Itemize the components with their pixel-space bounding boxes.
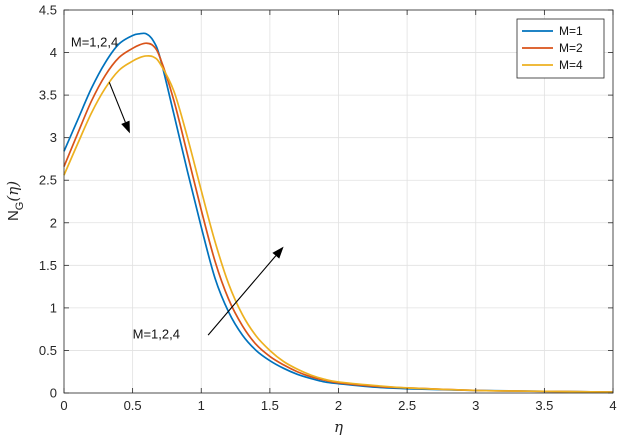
x-tick-label: 3.5 (535, 398, 553, 413)
legend-label: M=4 (559, 58, 583, 72)
x-tick-label: 1 (198, 398, 205, 413)
x-tick-label: 2.5 (398, 398, 416, 413)
y-tick-label: 4 (50, 45, 57, 60)
y-axis-label-argument: (η) (4, 181, 22, 202)
annotations: M=1,2,4 M=1,2,4 (71, 35, 284, 342)
series-line-2 (63, 42, 614, 393)
y-tick-label: 2.5 (39, 173, 57, 188)
y-tick-label: 3 (50, 130, 57, 145)
legend: M=1 M=2 M=4 (516, 18, 605, 79)
x-tick-label: 2 (335, 398, 342, 413)
y-tick-label: 3.5 (39, 88, 57, 103)
series-layer (63, 32, 614, 393)
annotation-arrow-head (121, 120, 130, 134)
y-tick-label: 1.5 (39, 258, 57, 273)
annotation-arrow-line (108, 82, 126, 123)
annotation-label: M=1,2,4 (71, 35, 118, 50)
x-tick-label: 0.5 (124, 398, 142, 413)
y-tick-label: 2 (50, 215, 57, 230)
series-line-3 (63, 54, 614, 393)
y-tick-label: 1 (50, 300, 57, 315)
svg-text:NG(η): NG(η) (4, 181, 26, 221)
legend-label: M=1 (559, 24, 583, 38)
x-tick-label: 0 (60, 398, 67, 413)
y-tick-label: 4.5 (39, 3, 57, 18)
y-axis-label: NG(η) (4, 181, 26, 221)
annotation-label: M=1,2,4 (133, 327, 180, 342)
legend-label: M=2 (559, 41, 583, 55)
y-axis-label-main: N (5, 210, 22, 221)
x-tick-label: 3 (472, 398, 479, 413)
y-tick-label: 0.5 (39, 343, 57, 358)
x-tick-label: 1.5 (261, 398, 279, 413)
y-tick-label: 0 (50, 386, 57, 401)
x-axis-label: η (334, 418, 343, 436)
y-axis-label-subscript: G (14, 202, 26, 211)
x-tick-label: 4 (609, 398, 616, 413)
annotation-arrow-head (272, 246, 284, 259)
axis-ticks: 0 0.5 1 1.5 2 2.5 3 3.5 4 0 0.5 1 1.5 2 2.5 3 3.5 4 4.5 (39, 3, 617, 414)
annotation-arrow-line (207, 255, 277, 336)
